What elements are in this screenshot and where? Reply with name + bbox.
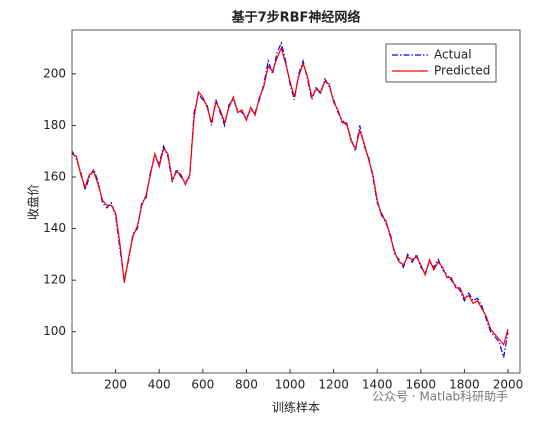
x-tick-label: 400 — [148, 378, 171, 392]
legend-box — [385, 43, 497, 83]
y-axis-label: 收盘价 — [26, 184, 41, 220]
data-line — [71, 40, 509, 358]
legend-label: Actual — [434, 48, 472, 62]
x-tick-label: 600 — [191, 378, 214, 392]
chart-title: 基于7步RBF神经网络 — [231, 10, 361, 26]
x-tick-label: 1000 — [275, 378, 306, 392]
y-tick-label: 120 — [43, 273, 66, 287]
x-tick-label: 200 — [104, 378, 127, 392]
x-tick-label: 1800 — [449, 378, 480, 392]
y-tick-label: 160 — [43, 170, 66, 184]
y-tick-label: 100 — [43, 324, 66, 338]
legend-label: Predicted — [434, 64, 490, 78]
x-axis-label: 训练样本 — [272, 400, 320, 415]
x-tick-label: 1400 — [362, 378, 393, 392]
y-tick-label: 180 — [43, 118, 66, 132]
data-line — [71, 46, 509, 346]
x-tick-label: 2000 — [493, 378, 524, 392]
y-tick-label: 200 — [43, 66, 66, 80]
x-tick-label: 800 — [235, 378, 258, 392]
watermark: 公众号 · Matlab科研助手 — [372, 390, 508, 404]
x-tick-label: 1200 — [318, 378, 349, 392]
y-tick-label: 140 — [43, 221, 66, 235]
axes-box — [71, 29, 521, 374]
x-tick-label: 1600 — [406, 378, 437, 392]
